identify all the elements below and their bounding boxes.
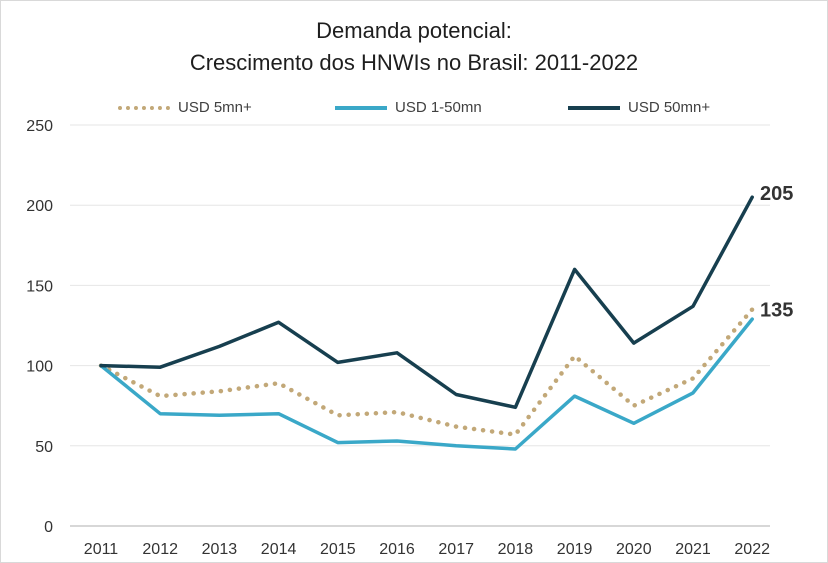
end-label-usd-5mn: 135 <box>760 299 793 321</box>
x-tick-label-2022: 2022 <box>734 541 770 558</box>
chart-title-line2: Crescimento dos HNWIs no Brasil: 2011-20… <box>189 50 639 75</box>
x-tick-label-2015: 2015 <box>320 541 356 558</box>
x-tick-label-2012: 2012 <box>142 541 178 558</box>
end-label-usd-50mn: 205 <box>760 183 793 205</box>
legend-swatch-usd-1-50mn <box>335 105 387 110</box>
legend-label-usd-1-50mn: USD 1-50mn <box>395 99 482 116</box>
y-tick-label-50: 50 <box>35 439 53 456</box>
y-tick-label-200: 200 <box>26 198 53 215</box>
x-tick-label-2021: 2021 <box>675 541 711 558</box>
y-tick-label-150: 150 <box>26 278 53 295</box>
series-line-usd-5mn <box>98 307 755 437</box>
x-tick-label-2011: 2011 <box>84 541 119 558</box>
x-tick-label-2013: 2013 <box>202 541 238 558</box>
y-tick-label-100: 100 <box>26 359 53 376</box>
y-tick-label-0: 0 <box>44 519 53 536</box>
series-line-usd-50mn <box>99 195 754 410</box>
legend-item-usd-5mn: USD 5mn+ <box>118 99 252 116</box>
legend-label-usd-5mn: USD 5mn+ <box>178 99 252 116</box>
x-tick-label-2020: 2020 <box>616 541 652 558</box>
x-tick-label-2019: 2019 <box>557 541 593 558</box>
series-line-usd-1-50mn <box>99 317 754 451</box>
chart-title-line1: Demanda potencial: <box>316 18 512 43</box>
legend-swatch-usd-50mn <box>568 105 620 110</box>
x-tick-label-2017: 2017 <box>438 541 474 558</box>
x-tick-label-2018: 2018 <box>498 541 534 558</box>
y-tick-label-250: 250 <box>26 118 53 135</box>
legend-label-usd-50mn: USD 50mn+ <box>628 99 711 116</box>
x-tick-label-2016: 2016 <box>379 541 415 558</box>
x-tick-label-2014: 2014 <box>261 541 297 558</box>
legend-item-usd-1-50mn: USD 1-50mn <box>335 99 482 116</box>
legend-swatch-usd-5mn <box>118 105 170 110</box>
legend-item-usd-50mn: USD 50mn+ <box>568 99 710 116</box>
